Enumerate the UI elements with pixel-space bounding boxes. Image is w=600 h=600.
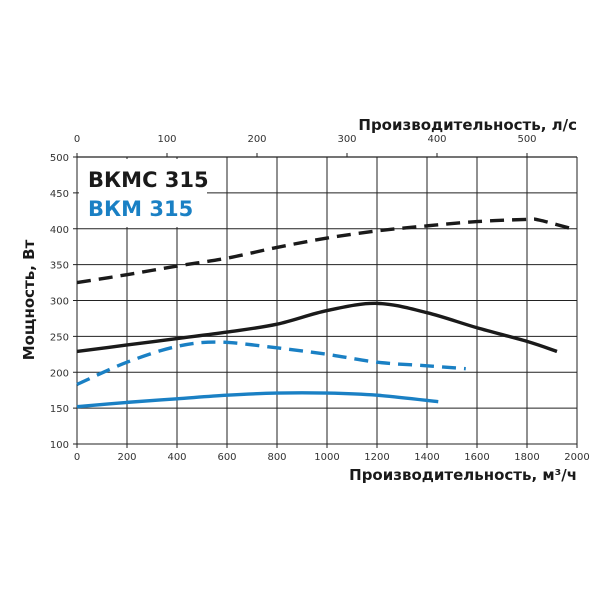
y-tick-label: 300 [50, 297, 69, 308]
x2-tick-label: 500 [517, 134, 536, 145]
x-tick-label: 1400 [414, 452, 439, 463]
x-tick-label: 800 [267, 452, 286, 463]
x-tick-label: 1000 [314, 452, 339, 463]
x-tick-label: 2000 [564, 452, 589, 463]
x2-tick-label: 100 [157, 134, 176, 145]
x-axis-title: Производительность, м³/ч [349, 466, 577, 484]
legend-vkm-315: ВКМ 315 [88, 197, 193, 221]
x-tick-label: 400 [167, 452, 186, 463]
tick-labels: 0 200 400 600 800 1000 1200 1400 1600 1800 2000100… [50, 134, 590, 463]
y-tick-label: 500 [50, 153, 69, 164]
x-tick-label: 200 [117, 452, 136, 463]
x-tick-label: 600 [217, 452, 236, 463]
x-tick-label: 1600 [464, 452, 489, 463]
x2-tick-label: 400 [427, 134, 446, 145]
x2-axis-title: Производительность, л/с [358, 116, 577, 134]
x2-tick-label: 300 [337, 134, 356, 145]
series-line-2-dashed [76, 340, 466, 387]
y-tick-label: 400 [50, 225, 69, 236]
y-tick-label: 250 [50, 332, 69, 343]
legend-background [79, 159, 207, 227]
y-tick-label: 450 [50, 189, 69, 200]
series-line-0-dashed [76, 217, 575, 285]
x-tick-label: 1200 [364, 452, 389, 463]
series-line-3-solid [76, 391, 439, 409]
x2-tick-label: 0 [74, 134, 80, 145]
grid [73, 153, 578, 448]
y-tick-label: 200 [50, 368, 69, 379]
x2-tick-label: 200 [247, 134, 266, 145]
x-tick-label: 1800 [514, 452, 539, 463]
y-tick-label: 100 [50, 440, 69, 451]
legend-vkms-315: ВКМС 315 [88, 168, 209, 192]
y-tick-label: 150 [50, 404, 69, 415]
series-line-1-solid [76, 301, 558, 354]
x-tick-label: 0 [74, 452, 80, 463]
y-axis-title: Мощность, Вт [20, 239, 38, 360]
y-tick-label: 350 [50, 261, 69, 272]
curves [76, 217, 575, 409]
